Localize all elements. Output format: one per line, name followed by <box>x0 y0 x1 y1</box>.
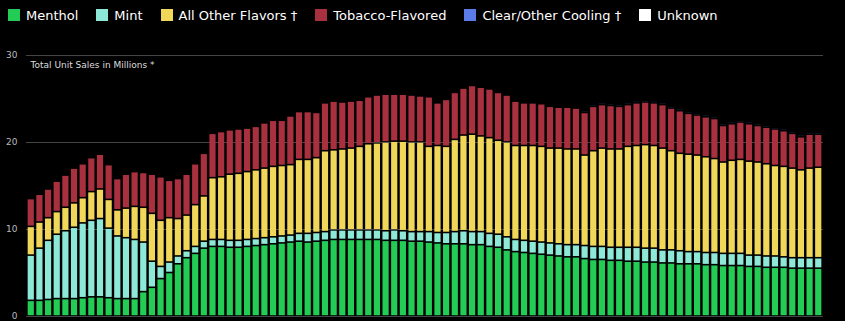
svg-text:20: 20 <box>6 137 18 147</box>
html-text:Mint: Mint <box>114 7 143 23</box>
html-text:Menthol: Menthol <box>26 7 79 23</box>
html-text:Clear/Other Cooling †: Clear/Other Cooling † <box>482 7 622 23</box>
svg-text:Total Unit Sales in Millions *: Total Unit Sales in Millions * <box>30 60 155 70</box>
svg-text:0: 0 <box>12 311 18 321</box>
html-text:Tobacco-Flavored: Tobacco-Flavored <box>333 7 447 23</box>
svg-text:30: 30 <box>6 50 18 60</box>
svg-text:10: 10 <box>6 224 18 234</box>
html-text:All Other Flavors †: All Other Flavors † <box>178 7 298 23</box>
html-text:Unknown: Unknown <box>657 7 718 23</box>
